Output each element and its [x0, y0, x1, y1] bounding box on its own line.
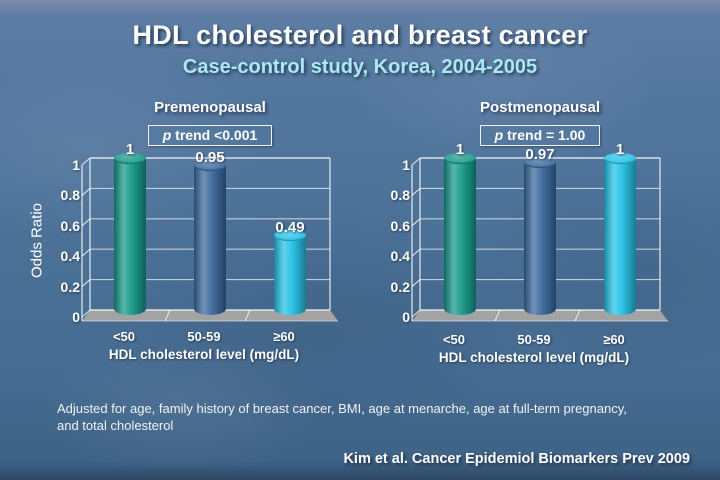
bar-top-cap [114, 152, 146, 164]
slide-title: HDL cholesterol and breast cancer [132, 20, 588, 50]
ptrend-p-symbol: p [162, 127, 172, 143]
ptrend-wrap-left: p trend <0.001 [80, 125, 340, 146]
bar-value-label: 1 [615, 141, 625, 158]
y-tick-label: 0.4 [390, 248, 410, 265]
y-tick-label: 1 [72, 157, 80, 173]
bar-cylinder-≥60 [274, 235, 306, 315]
bar-value-label: 1 [455, 141, 465, 158]
ptrend-box-postmenopausal: p trend = 1.00 [479, 125, 601, 146]
citation: Kim et al. Cancer Epidemiol Biomarkers P… [343, 451, 690, 467]
ptrend-wrap-right: p trend = 1.00 [410, 125, 670, 146]
ptrend-p-symbol: p [494, 127, 504, 143]
y-axis-ticks-right: 1 0.8 0.6 0.4 0.2 0 [350, 157, 410, 328]
y-tick-label: 0.8 [390, 187, 410, 204]
y-tick-label: 1 [402, 157, 410, 173]
y-tick-label: 0 [402, 309, 410, 325]
slide-subtitle: Case-control study, Korea, 2004-2005 [182, 56, 538, 78]
floor-slab [82, 310, 338, 321]
x-tick-label: ≥60 [273, 329, 295, 344]
ptrend-text: trend <0.001 [171, 127, 258, 143]
bar-top-cap [194, 160, 226, 172]
y-tick-label: 0.2 [60, 278, 80, 295]
bar-top-cap [274, 230, 306, 242]
bar-value-label: 0.95 [195, 148, 225, 166]
bar-value-label: 0.97 [525, 145, 555, 163]
bar-value-label: 0.49 [275, 218, 305, 236]
x-tick-label: 50-59 [517, 332, 551, 347]
bar-top-cap [604, 152, 636, 164]
bar-top-cap [524, 157, 556, 169]
bar-cylinder-<50 [114, 158, 146, 315]
y-tick-label: 0.6 [60, 217, 80, 234]
ptrend-box-premenopausal: p trend <0.001 [147, 125, 273, 146]
x-tick-label: <50 [442, 332, 466, 347]
bar-cylinder-≥60 [604, 158, 636, 315]
plot-area-premenopausal: 1 0.95 0.49 [81, 141, 338, 322]
y-tick-label: 0.2 [390, 278, 410, 295]
y-tick-label: 0.4 [60, 248, 80, 265]
bar-top-cap [444, 152, 476, 164]
x-tick-label: <50 [112, 329, 136, 344]
plot-area-postmenopausal: 1 0.97 1 [411, 141, 668, 322]
x-tick-label: 50-59 [187, 329, 221, 344]
ptrend-text: trend = 1.00 [503, 127, 586, 143]
y-axis-ticks-left: 1 0.8 0.6 0.4 0.2 0 [20, 157, 80, 328]
bar-cylinder-50-59 [524, 162, 556, 315]
chart-title-premenopausal: Premenopausal [154, 99, 266, 116]
x-axis-ticks-right: <50 50-59 ≥60 [420, 332, 660, 348]
floor-slab [412, 310, 668, 321]
adjustment-footnote: Adjusted for age, family history of brea… [57, 401, 627, 433]
x-axis-title-right: HDL cholesterol level (mg/dL) [438, 350, 630, 365]
y-tick-label: 0 [72, 309, 80, 325]
y-tick-label: 0.6 [390, 217, 410, 234]
bar-value-label: 1 [125, 141, 135, 158]
x-tick-label: ≥60 [603, 332, 625, 347]
chart-title-postmenopausal: Postmenopausal [479, 99, 601, 116]
y-tick-label: 0.8 [60, 187, 80, 204]
x-axis-ticks-left: <50 50-59 ≥60 [90, 329, 330, 345]
bar-cylinder-50-59 [194, 165, 226, 315]
bar-cylinder-<50 [444, 158, 476, 315]
x-axis-title-left: HDL cholesterol level (mg/dL) [108, 347, 300, 362]
